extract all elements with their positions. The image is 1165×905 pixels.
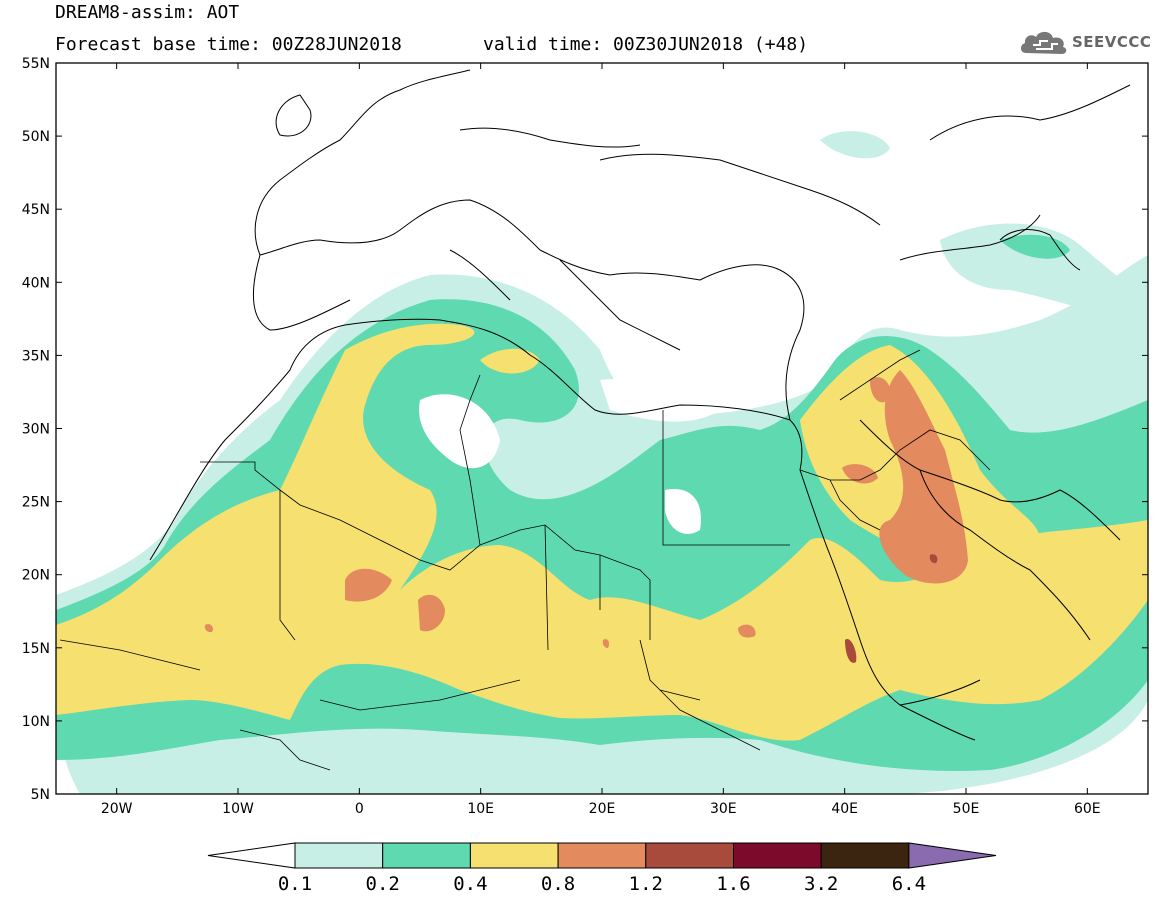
colorbar-label: 6.4 xyxy=(892,873,926,895)
colorbar-label: 0.1 xyxy=(278,873,312,895)
lon-tick-label: 60E xyxy=(1074,801,1101,817)
lat-tick-label: 10N xyxy=(22,714,50,730)
colorbar-segment xyxy=(733,842,822,869)
colorbar-label: 3.2 xyxy=(804,873,838,895)
lat-tick-label: 40N xyxy=(22,275,50,291)
lat-tick-label: 25N xyxy=(22,495,50,511)
colorbar-label: 1.2 xyxy=(629,873,663,895)
coastlines xyxy=(149,69,1131,741)
colorbar-segment xyxy=(469,842,559,869)
colorbar-over-arrow xyxy=(908,842,997,869)
map-title: DREAM8-assim: AOT xyxy=(55,2,240,23)
lat-tick-label: 15N xyxy=(22,641,50,657)
lon-tick-label: 10E xyxy=(467,801,494,817)
aot-clear-areas xyxy=(419,379,720,534)
lon-tick-label: 20E xyxy=(589,801,616,817)
colorbar-segment xyxy=(557,842,647,869)
seevccc-logo: SEEVCCC xyxy=(1018,24,1158,60)
lon-tick-label: 0 xyxy=(355,801,364,817)
lat-tick-label: 30N xyxy=(22,422,50,438)
lat-tick-label: 5N xyxy=(31,787,50,803)
colorbar-label: 0.2 xyxy=(366,873,400,895)
colorbar-segment xyxy=(820,842,910,869)
longitude-axis: 20W 10W 0 10E 20E 30E 40E 50E 60E xyxy=(101,63,1101,817)
colorbar-segment xyxy=(645,842,734,869)
colorbar-label: 0.4 xyxy=(453,873,487,895)
colorbar-segment xyxy=(294,842,384,869)
lon-tick-label: 50E xyxy=(953,801,980,817)
borders xyxy=(59,349,991,771)
lat-tick-label: 35N xyxy=(22,348,50,364)
logo-text: SEEVCCC xyxy=(1072,33,1152,51)
aot-field xyxy=(56,131,1148,794)
colorbar-label: 1.6 xyxy=(716,873,750,895)
cloud-icon xyxy=(1020,31,1067,54)
forecast-times: Forecast base time: 00Z28JUN2018 valid ti… xyxy=(55,34,808,55)
lat-tick-label: 50N xyxy=(22,129,50,145)
lat-tick-label: 45N xyxy=(22,202,50,218)
colorbar-under-arrow xyxy=(207,842,296,869)
colorbar-segment xyxy=(382,842,471,869)
colorbar: 0.1 0.2 0.4 0.8 1.2 1.6 3.2 6.4 xyxy=(207,842,997,895)
lon-tick-label: 30E xyxy=(710,801,737,817)
lon-tick-label: 10W xyxy=(222,801,254,817)
latitude-axis: 5N 10N 15N 20N 25N 30N 35N 40N 45N 50N 55N xyxy=(22,56,1148,803)
lat-tick-label: 20N xyxy=(22,568,50,584)
aot-band-darkred xyxy=(845,554,938,663)
lat-tick-label: 55N xyxy=(22,56,50,72)
aot-band-orange xyxy=(204,370,968,648)
base-time: Forecast base time: 00Z28JUN2018 xyxy=(55,34,402,55)
lon-tick-label: 20W xyxy=(101,801,133,817)
colorbar-label: 0.8 xyxy=(541,873,575,895)
lon-tick-label: 40E xyxy=(831,801,858,817)
valid-time: valid time: 00Z30JUN2018 (+48) xyxy=(483,34,809,55)
